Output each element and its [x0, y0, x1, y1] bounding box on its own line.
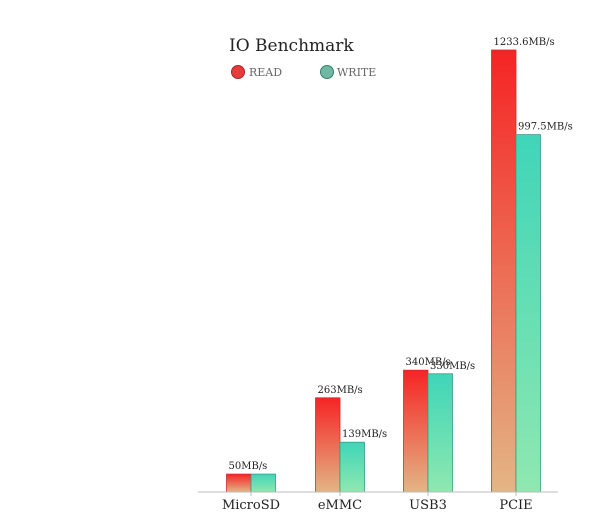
bar-write-pcie[interactable] — [515, 134, 541, 493]
legend: READ WRITE — [231, 65, 376, 79]
category-label-pcie: PCIE — [499, 498, 532, 513]
legend-read-marker[interactable] — [231, 65, 245, 79]
bar-write-usb3[interactable] — [427, 373, 453, 493]
bar-read-microsd[interactable] — [226, 473, 252, 493]
bar-read-usb3[interactable] — [403, 369, 429, 493]
legend-write-label[interactable]: WRITE — [337, 66, 376, 79]
bar-write-microsd[interactable] — [250, 473, 276, 493]
value-label-write-emmc: 139MB/s — [342, 429, 387, 440]
chart-title: IO Benchmark — [229, 36, 354, 56]
value-label-read-microsd: 50MB/s — [229, 461, 268, 472]
category-label-emmc: eMMC — [318, 498, 362, 513]
bar-read-emmc[interactable] — [315, 397, 341, 493]
value-label-read-pcie: 1233.6MB/s — [494, 37, 555, 48]
category-label-usb3: USB3 — [409, 498, 447, 513]
legend-read-label[interactable]: READ — [249, 66, 282, 79]
value-label-write-pcie: 997.5MB/s — [518, 122, 573, 133]
value-label-read-usb3: 340MB/s — [406, 357, 451, 368]
category-label-microsd: MicroSD — [222, 498, 280, 513]
legend-write-marker[interactable] — [320, 65, 334, 79]
value-label-read-emmc: 263MB/s — [318, 385, 363, 396]
value-label-write-usb3: 330MB/s — [430, 361, 475, 372]
bar-read-pcie[interactable] — [491, 49, 517, 493]
bars-group — [226, 49, 541, 493]
category-labels-group: MicroSD eMMC USB3 PCIE — [222, 492, 533, 513]
bar-write-emmc[interactable] — [339, 441, 365, 493]
